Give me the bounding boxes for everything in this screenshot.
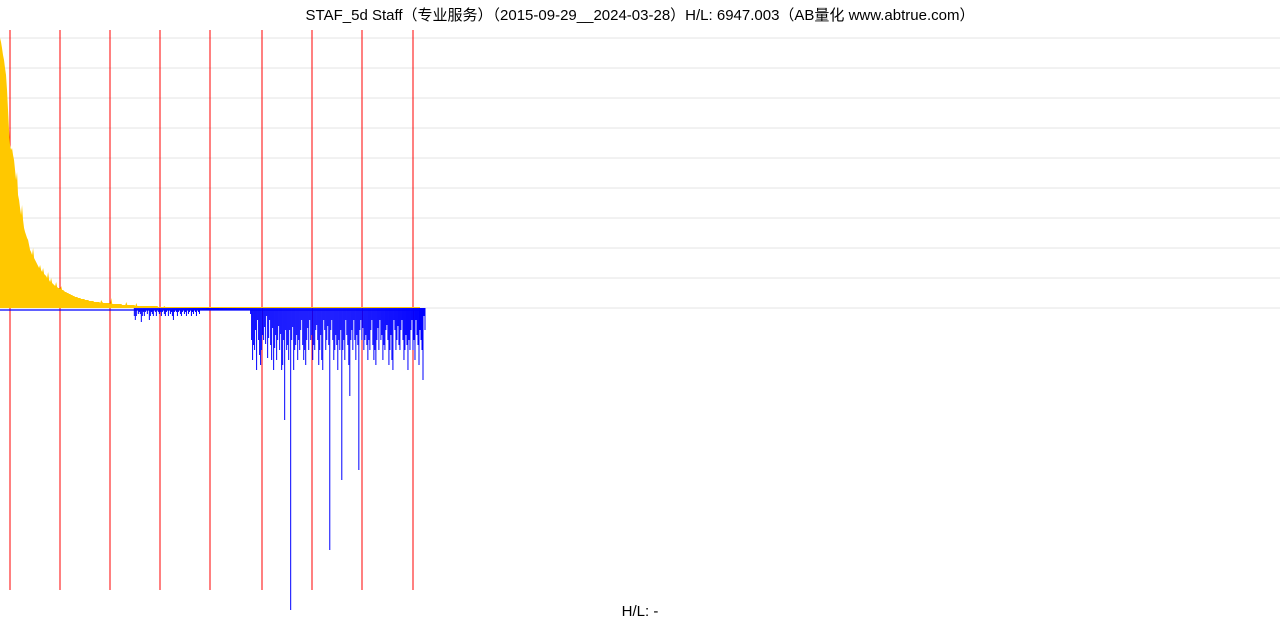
chart-footer: H/L: - <box>0 603 1280 620</box>
chart-plot <box>0 0 1280 620</box>
